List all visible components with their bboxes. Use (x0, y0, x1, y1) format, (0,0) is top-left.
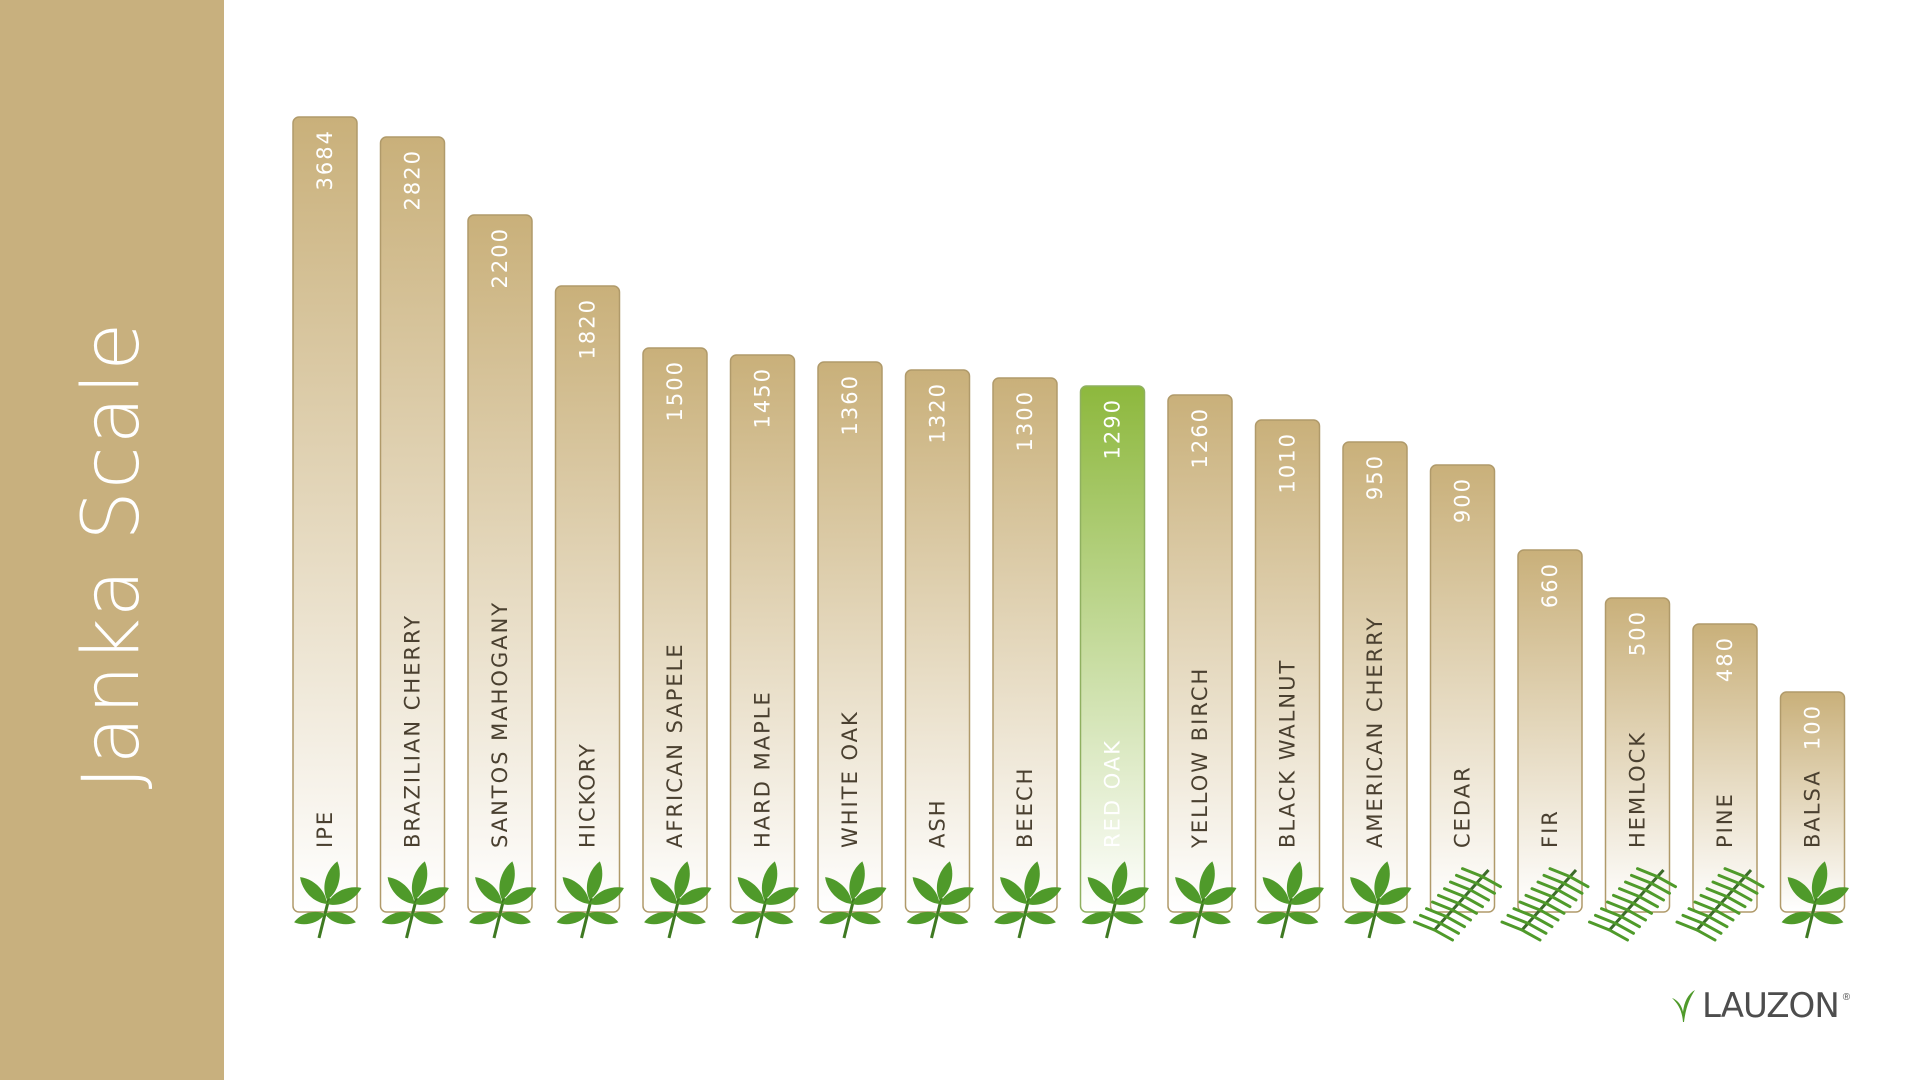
side-panel: Janka Scale (0, 0, 224, 1080)
bar-category-label: HARD MAPLE (751, 690, 775, 848)
leaf-ipe-icon (294, 861, 362, 939)
bar-category-label: BRAZILIAN CHERRY (401, 614, 425, 848)
brand-registered-mark: ® (1842, 992, 1851, 1003)
bar-group: 1500 AFRICAN SAPELE (642, 347, 712, 939)
brand-leaf-icon (1672, 990, 1695, 1022)
bar-group: 1820 HICKORY (554, 285, 624, 939)
bar-value-label: 1300 (1013, 390, 1037, 451)
bar-category-label: AMERICAN CHERRY (1363, 616, 1387, 848)
bar-value-label: 500 (1626, 610, 1650, 656)
bar-value-label: 2820 (401, 149, 425, 210)
bar-group: 1010 BLACK WALNUT (1254, 419, 1324, 939)
bar-value-label: 660 (1538, 562, 1562, 608)
leaf-yellow-birch-icon (1169, 861, 1237, 939)
bar-value-label: 1820 (576, 298, 600, 359)
bar-group: 1360 WHITE OAK (817, 361, 887, 939)
bar-group: 3684 IPE (292, 116, 362, 939)
bar-group: 1450 HARD MAPLE (729, 354, 799, 939)
leaf-hickory-icon (556, 861, 624, 939)
bar-category-label: PINE (1713, 792, 1737, 848)
bar-category-label: HEMLOCK (1626, 731, 1650, 848)
bar-category-label: RED OAK (1101, 739, 1125, 848)
bar-value-label: 100 (1801, 704, 1825, 750)
leaf-ash-icon (906, 861, 974, 939)
leaf-beech-icon (994, 861, 1062, 939)
leaf-american-cherry-icon (1344, 861, 1412, 939)
bar-value-label: 1260 (1188, 407, 1212, 468)
leaf-red-oak-icon (1081, 861, 1149, 939)
bar-value-label: 1500 (663, 360, 687, 421)
needle-pine-icon (1675, 867, 1765, 942)
bar-group: 1320 ASH (904, 369, 974, 939)
bar-group: 2200 SANTOS MAHOGANY (467, 214, 537, 939)
bar-category-label: HICKORY (576, 742, 600, 848)
needle-cedar-icon (1413, 867, 1502, 942)
bar-category-label: FIR (1538, 809, 1562, 848)
bar-group: 660 FIR (1500, 549, 1590, 942)
bar-category-label: ASH (926, 799, 950, 849)
bar-value-label: 1320 (926, 382, 950, 443)
leaf-african-sapele-icon (644, 861, 712, 939)
bar-category-label: BLACK WALNUT (1276, 659, 1300, 848)
bar-category-label: IPE (313, 810, 337, 848)
bar-category-label: CEDAR (1451, 765, 1475, 848)
bar-group: 480 PINE (1675, 623, 1765, 942)
bar-value-label: 900 (1451, 477, 1475, 523)
bar (1692, 623, 1758, 913)
bar-category-label: AFRICAN SAPELE (663, 642, 687, 848)
bar-group: 500 HEMLOCK (1588, 597, 1677, 942)
bar-group: 900 CEDAR (1413, 464, 1502, 942)
bar-group: 1300 BEECH (992, 377, 1062, 939)
needle-hemlock-icon (1588, 867, 1677, 942)
leaf-white-oak-icon (819, 861, 887, 939)
bar-value-label: 2200 (488, 227, 512, 288)
bars-layer: 3684 IPE 2820 BRAZILIAN CHERRY 2200 SANTOS MA… (292, 116, 1849, 942)
bar (1429, 464, 1496, 913)
bar (1517, 549, 1583, 913)
leaf-santos-mahogany-icon (469, 861, 537, 939)
bar (1604, 597, 1671, 913)
bar-value-label: 3684 (313, 129, 337, 190)
bar-value-label: 480 (1713, 636, 1737, 682)
bar-group: 100 BALSA (1779, 691, 1849, 939)
leaf-black-walnut-icon (1256, 861, 1324, 939)
bar-group: 950 AMERICAN CHERRY (1342, 441, 1412, 939)
bar-value-label: 1290 (1101, 398, 1125, 459)
bar-category-label: YELLOW BIRCH (1188, 667, 1212, 849)
bar-value-label: 1450 (751, 367, 775, 428)
bar-value-label: 1010 (1276, 432, 1300, 493)
bar-group: 1290 RED OAK (1079, 385, 1149, 939)
bar-value-label: 1360 (838, 374, 862, 435)
brand-name: LAUZON (1702, 986, 1840, 1026)
bar-group: 2820 BRAZILIAN CHERRY (379, 136, 449, 939)
bar-category-label: BEECH (1013, 767, 1037, 848)
leaf-hard-maple-icon (731, 861, 799, 939)
bar-category-label: BALSA (1801, 769, 1825, 848)
leaf-balsa-icon (1781, 861, 1849, 939)
bar-category-label: WHITE OAK (838, 710, 862, 848)
bar (292, 116, 358, 913)
needle-fir-icon (1500, 867, 1590, 942)
leaf-brazilian-cherry-icon (381, 861, 449, 939)
brand-logo: LAUZON ® (1668, 986, 1850, 1026)
bar-value-label: 950 (1363, 454, 1387, 500)
bar-group: 1260 YELLOW BIRCH (1167, 394, 1237, 939)
bar-category-label: SANTOS MAHOGANY (488, 601, 512, 848)
